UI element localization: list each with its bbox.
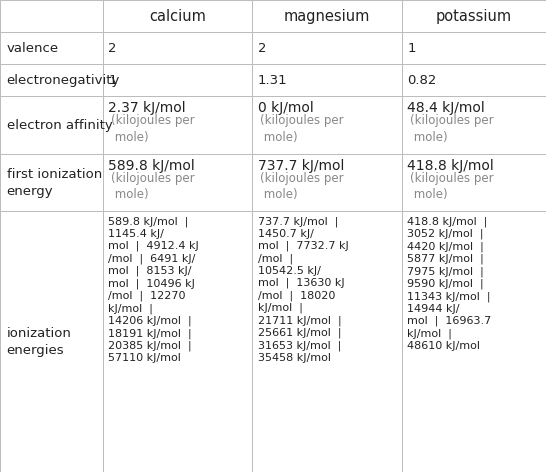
Text: 1: 1 (407, 42, 416, 55)
Text: 589.8 kJ/mol  |
1145.4 kJ/
mol  |  4912.4 kJ
/mol  |  6491 kJ/
mol  |  8153 kJ/
: 589.8 kJ/mol | 1145.4 kJ/ mol | 4912.4 k… (108, 216, 199, 363)
Text: (kilojoules per
 mole): (kilojoules per mole) (111, 172, 194, 202)
Bar (103, 32, 252, 64)
Text: 0 kJ/mol: 0 kJ/mol (258, 101, 313, 115)
Bar (402, 64, 546, 96)
Bar (252, 0, 402, 32)
Text: (kilojoules per
 mole): (kilojoules per mole) (260, 172, 344, 202)
Text: 0.82: 0.82 (407, 74, 437, 87)
Text: electronegativity: electronegativity (7, 74, 120, 87)
Text: magnesium: magnesium (284, 8, 370, 24)
Bar (103, 96, 252, 154)
Text: 418.8 kJ/mol  |
3052 kJ/mol  |
4420 kJ/mol  |
5877 kJ/mol  |
7975 kJ/mol  |
9590: 418.8 kJ/mol | 3052 kJ/mol | 4420 kJ/mol… (407, 216, 491, 351)
Text: 48.4 kJ/mol: 48.4 kJ/mol (407, 101, 485, 115)
Text: 589.8 kJ/mol: 589.8 kJ/mol (108, 159, 195, 173)
Bar (402, 96, 546, 154)
Bar (0, 64, 103, 96)
Bar (252, 96, 402, 154)
Text: electron affinity: electron affinity (7, 118, 112, 132)
Bar (0, 96, 103, 154)
Bar (402, 0, 546, 32)
Bar (252, 154, 402, 211)
Bar (103, 154, 252, 211)
Text: 737.7 kJ/mol  |
1450.7 kJ/
mol  |  7732.7 kJ
/mol  |
10542.5 kJ/
mol  |  13630 k: 737.7 kJ/mol | 1450.7 kJ/ mol | 7732.7 k… (258, 216, 348, 362)
Bar (103, 0, 252, 32)
Bar (252, 64, 402, 96)
Bar (103, 64, 252, 96)
Bar (0, 32, 103, 64)
Bar (103, 211, 252, 472)
Text: (kilojoules per
 mole): (kilojoules per mole) (410, 114, 494, 144)
Text: potassium: potassium (436, 8, 512, 24)
Text: 2: 2 (108, 42, 117, 55)
Text: 2.37 kJ/mol: 2.37 kJ/mol (108, 101, 186, 115)
Text: 418.8 kJ/mol: 418.8 kJ/mol (407, 159, 494, 173)
Bar (0, 0, 103, 32)
Text: 2: 2 (258, 42, 266, 55)
Text: 1.31: 1.31 (258, 74, 287, 87)
Bar (402, 32, 546, 64)
Text: 737.7 kJ/mol: 737.7 kJ/mol (258, 159, 344, 173)
Text: calcium: calcium (149, 8, 206, 24)
Text: ionization
energies: ionization energies (7, 327, 72, 357)
Text: (kilojoules per
 mole): (kilojoules per mole) (260, 114, 344, 144)
Text: (kilojoules per
 mole): (kilojoules per mole) (410, 172, 494, 202)
Bar (402, 154, 546, 211)
Text: valence: valence (7, 42, 58, 55)
Bar (0, 154, 103, 211)
Text: 1: 1 (108, 74, 117, 87)
Bar (0, 211, 103, 472)
Text: (kilojoules per
 mole): (kilojoules per mole) (111, 114, 194, 144)
Bar (252, 32, 402, 64)
Bar (402, 211, 546, 472)
Bar (252, 211, 402, 472)
Text: first ionization
energy: first ionization energy (7, 168, 102, 198)
